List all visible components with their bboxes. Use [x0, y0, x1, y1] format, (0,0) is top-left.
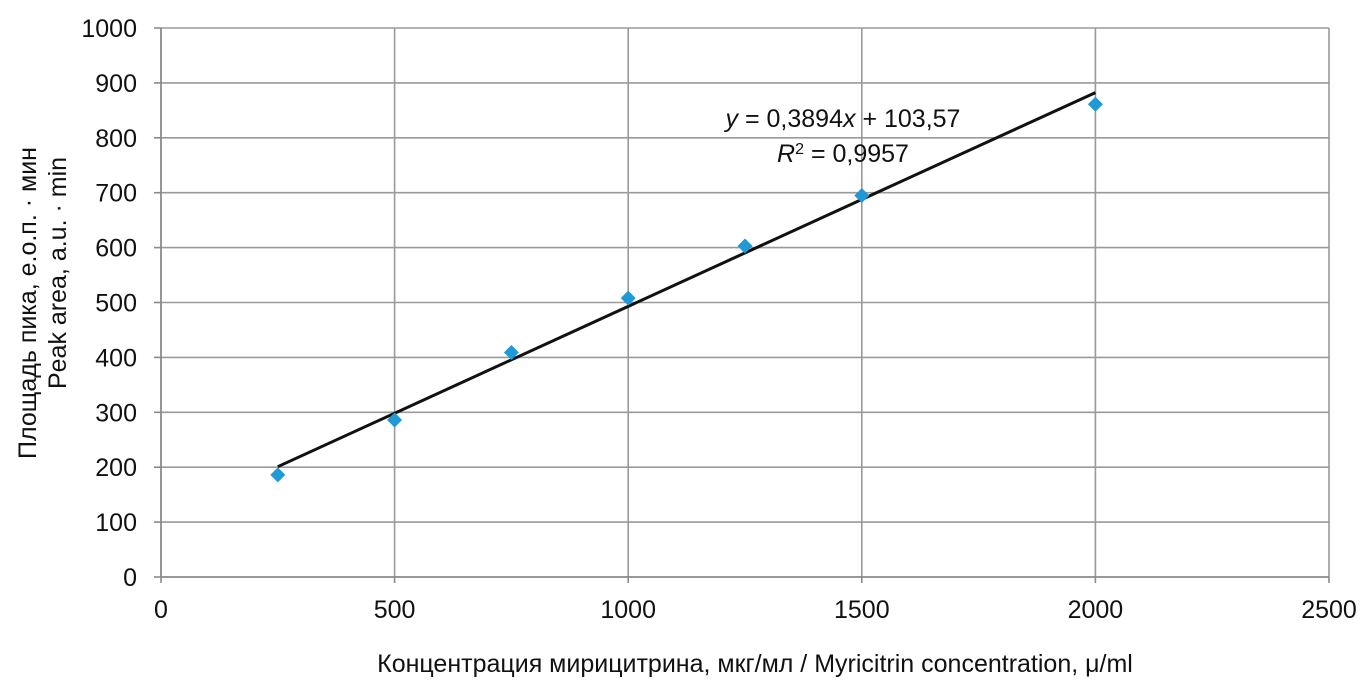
data-point-0-3 — [620, 290, 636, 306]
x-axis-title: Концентрация мирицитрина, мкг/мл / Myric… — [377, 650, 1133, 678]
trendline — [277, 91, 1097, 469]
y-tick-label-300: 300 — [95, 399, 137, 427]
y-tick-labels: 0 100 200 300 400 500 600 700 800 900 1000 — [81, 15, 137, 592]
y-tick-label-1000: 1000 — [81, 15, 137, 43]
y-tick-label-400: 400 — [95, 344, 137, 372]
equation-y-var: y — [724, 105, 740, 133]
y-tick-label-600: 600 — [95, 235, 137, 263]
y-tick-label-200: 200 — [95, 454, 137, 482]
r-superscript: 2 — [795, 141, 804, 158]
data-point-0-2 — [503, 344, 519, 360]
x-tick-label-2500: 2500 — [1301, 596, 1357, 624]
data-point-0-0 — [270, 467, 286, 483]
data-point-0-6 — [1087, 96, 1103, 112]
equation-line: y = 0,3894x + 103,57 — [724, 105, 961, 133]
r-squared-label: R2 = 0,9957 — [777, 140, 909, 168]
y-axis-title-line2: Peak area, a.u. · min — [44, 157, 72, 389]
r-var: R — [777, 140, 795, 168]
data-points — [270, 96, 1103, 483]
y-tick-label-700: 700 — [95, 180, 137, 208]
x-tick-label-0: 0 — [154, 596, 168, 624]
x-tick-labels: 0 500 1000 1500 2000 2500 — [154, 596, 1357, 624]
y-tick-label-800: 800 — [95, 125, 137, 153]
x-tick-label-500: 500 — [374, 596, 416, 624]
trendline-group — [277, 91, 1097, 469]
y-axis-title-line1: Площадь пика, е.о.п. · мин — [14, 147, 42, 459]
y-tick-label-900: 900 — [95, 70, 137, 98]
y-tick-label-0: 0 — [123, 564, 137, 592]
equation-x-var: x — [842, 105, 857, 133]
x-tick-label-1000: 1000 — [600, 596, 656, 624]
data-point-0-4 — [737, 238, 753, 254]
y-tick-label-500: 500 — [95, 290, 137, 318]
x-tick-label-2000: 2000 — [1068, 596, 1124, 624]
data-point-0-5 — [854, 187, 870, 203]
axes — [154, 27, 1330, 583]
x-tick-label-1500: 1500 — [834, 596, 890, 624]
r-squared-value: = 0,9957 — [804, 140, 909, 168]
equation-intercept: + 103,57 — [856, 105, 961, 133]
equation-slope: = 0,3894 — [738, 105, 843, 133]
data-point-0-1 — [387, 412, 403, 428]
y-tick-label-100: 100 — [95, 509, 137, 537]
